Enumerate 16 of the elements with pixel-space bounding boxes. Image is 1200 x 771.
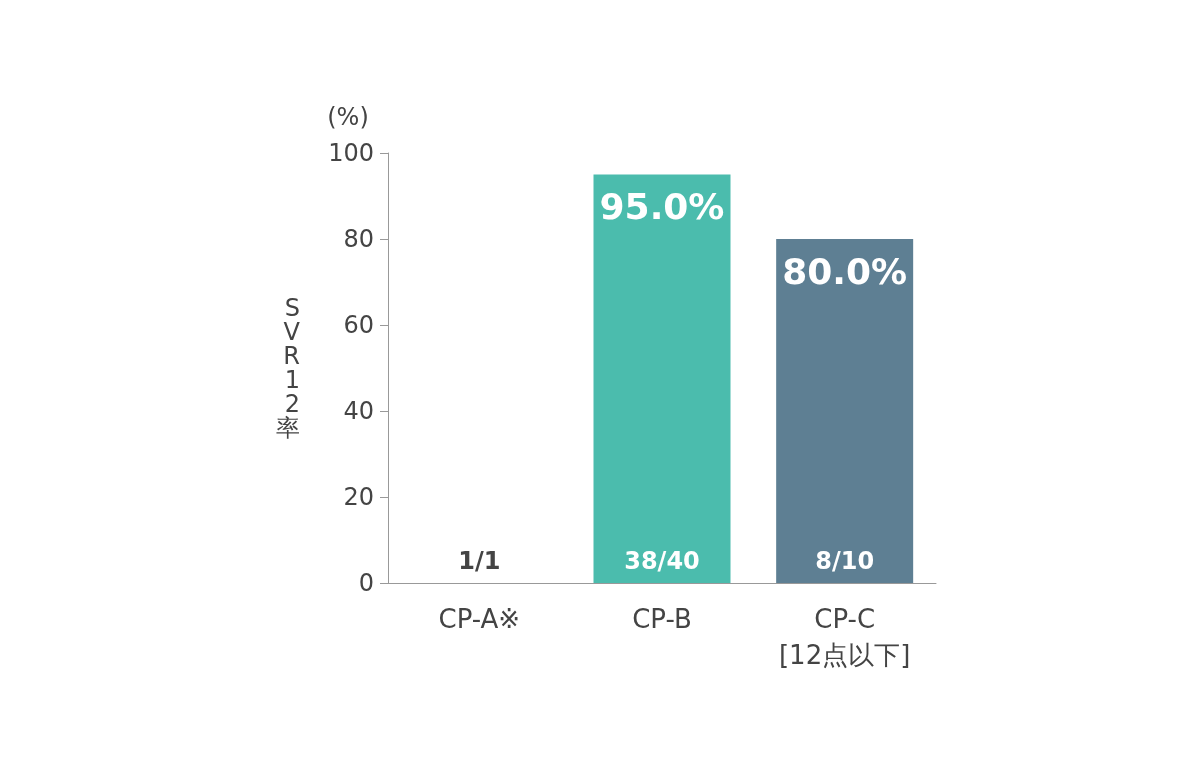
y-tick-label: 80	[343, 225, 374, 253]
y-axis-title: SVR12率	[276, 294, 301, 442]
annotation: 1/1	[458, 547, 501, 575]
y-tick-label: 20	[343, 483, 374, 511]
y-tick-label: 40	[343, 397, 374, 425]
annotation: 8/10	[815, 547, 875, 575]
data-label: 80.0%	[782, 250, 908, 292]
x-tick-label: CP-A※	[438, 604, 521, 634]
y-tick-label: 60	[343, 311, 374, 339]
y-tick-label: 100	[328, 139, 374, 167]
annotation: 38/40	[624, 547, 700, 575]
x-tick-label: CP-B	[632, 604, 692, 634]
y-tick-label: 0	[358, 569, 374, 597]
text: (%)	[327, 103, 369, 131]
x-tick-label: CP-C [12点以下]	[778, 604, 911, 670]
data-label: 95.0%	[599, 186, 725, 227]
